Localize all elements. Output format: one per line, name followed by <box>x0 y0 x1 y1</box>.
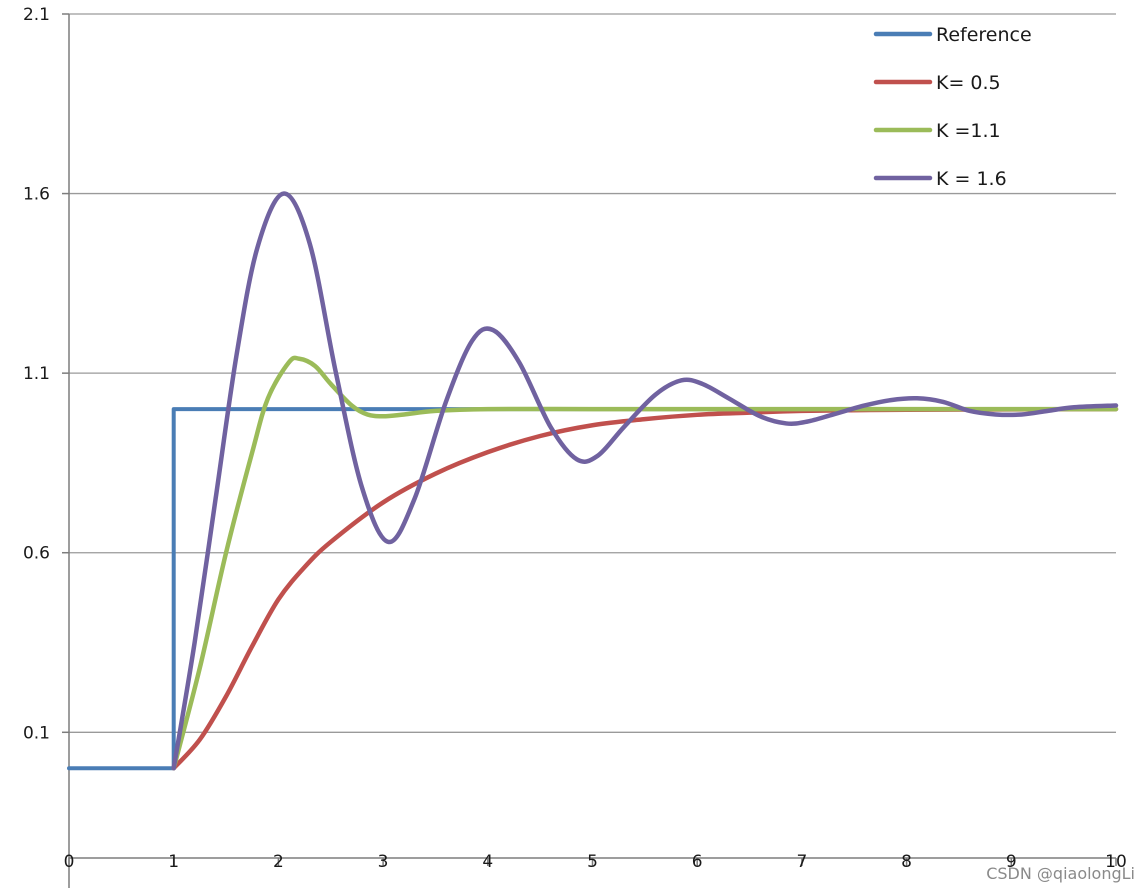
y-tick-label: 2.1 <box>23 5 50 25</box>
legend-label: K= 0.5 <box>936 72 1001 94</box>
x-tick-label: 6 <box>692 852 703 872</box>
x-tick-label: 7 <box>796 852 807 872</box>
gridlines <box>69 13 1116 733</box>
axes <box>62 13 1117 888</box>
legend-label: K =1.1 <box>936 120 1001 142</box>
watermark: CSDN @qiaolongLi <box>986 864 1135 883</box>
series-line-4 <box>171 191 1119 771</box>
x-tick-label: 3 <box>378 852 389 872</box>
x-tick-label: 2 <box>273 852 284 872</box>
series-line-3 <box>171 355 1119 771</box>
x-tick-label: 0 <box>64 852 75 872</box>
x-tick-label: 8 <box>901 852 912 872</box>
series-line-1 <box>67 407 1118 771</box>
x-tick-label: 4 <box>482 852 493 872</box>
series-line-2 <box>171 406 1119 771</box>
legend: Reference K= 0.5 K =1.1 K = 1.6 <box>873 24 1032 190</box>
y-tick-label: 0.1 <box>23 723 50 743</box>
x-tick-label: 5 <box>587 852 598 872</box>
x-tick-label: 10 <box>1105 852 1127 872</box>
y-tick-label: 1.6 <box>23 185 50 205</box>
y-tick-labels: 0.1 0.6 1.1 1.6 2.1 <box>23 5 50 743</box>
series-lines <box>67 191 1119 771</box>
legend-label: K = 1.6 <box>936 168 1007 190</box>
y-tick-label: 0.6 <box>23 544 50 564</box>
x-tick-label: 9 <box>1006 852 1017 872</box>
y-tick-label: 1.1 <box>23 364 50 384</box>
x-tick-labels: 0 1 2 3 4 5 6 7 8 9 10 <box>64 852 1127 872</box>
legend-label: Reference <box>936 24 1032 46</box>
x-tick-label: 1 <box>168 852 179 872</box>
